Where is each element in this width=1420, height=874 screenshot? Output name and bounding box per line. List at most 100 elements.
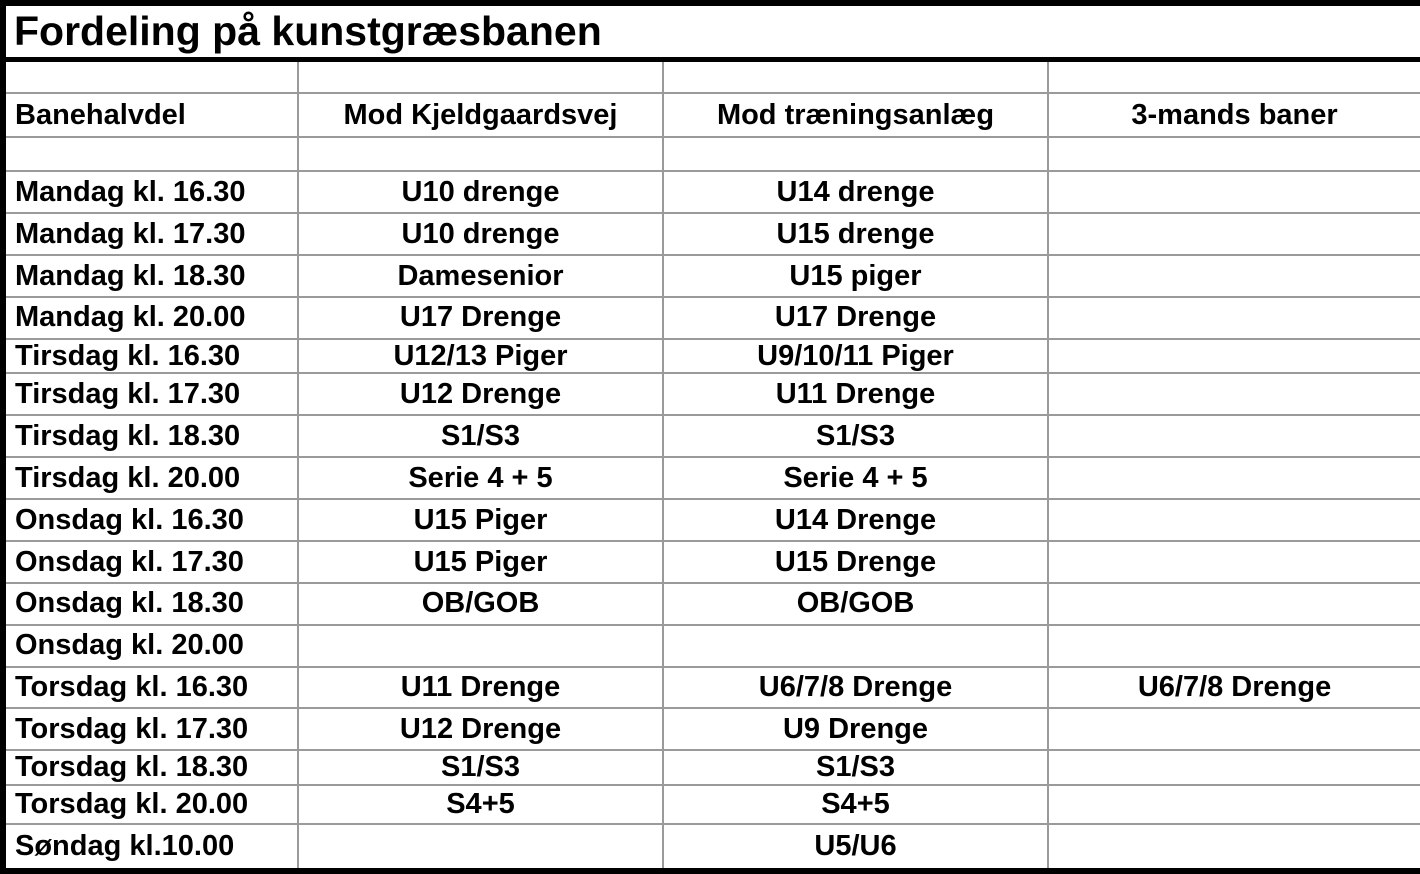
table-row: Onsdag kl. 18.30 OB/GOB OB/GOB	[2, 581, 1420, 626]
assignment-cell	[1046, 749, 1420, 787]
spacer-row	[2, 136, 1420, 172]
assignment-cell: OB/GOB	[297, 581, 664, 626]
assignment-cell	[1046, 822, 1420, 873]
assignment-cell	[1046, 707, 1420, 752]
day-time-cell: Torsdag kl. 20.00	[2, 784, 299, 825]
column-header-kjeldgaardsvej: Mod Kjeldgaardsvej	[297, 92, 664, 138]
assignment-cell	[297, 623, 664, 668]
assignment-cell	[1046, 456, 1420, 500]
day-time-cell: Onsdag kl. 16.30	[2, 497, 299, 542]
assignment-cell: U11 Drenge	[662, 372, 1049, 417]
assignment-cell	[1046, 372, 1420, 417]
assignment-cell: U9/10/11 Piger	[662, 337, 1049, 375]
assignment-cell: U10 drenge	[297, 170, 664, 214]
assignment-cell	[1046, 337, 1420, 375]
assignment-cell: Serie 4 + 5	[662, 456, 1049, 500]
spacer-cell	[297, 58, 664, 94]
assignment-cell: U17 Drenge	[297, 295, 664, 340]
assignment-cell	[1046, 414, 1420, 459]
assignment-cell	[297, 822, 664, 873]
table-row: Mandag kl. 18.30 Damesenior U15 piger	[2, 253, 1420, 298]
assignment-cell: S4+5	[297, 784, 664, 825]
table-row: Mandag kl. 16.30 U10 drenge U14 drenge	[2, 170, 1420, 214]
page-title: Fordeling på kunstgræsbanen	[3, 3, 1420, 62]
table-row: Tirsdag kl. 17.30 U12 Drenge U11 Drenge	[2, 372, 1420, 417]
assignment-cell	[1046, 170, 1420, 214]
assignment-cell	[1046, 581, 1420, 626]
assignment-cell: U12/13 Piger	[297, 337, 664, 375]
assignment-cell: U10 drenge	[297, 211, 664, 256]
assignment-cell: Damesenior	[297, 253, 664, 298]
column-header-3mands-baner: 3-mands baner	[1046, 92, 1420, 138]
table-row: Onsdag kl. 17.30 U15 Piger U15 Drenge	[2, 539, 1420, 584]
table-row: Søndag kl.10.00 U5/U6	[2, 822, 1420, 873]
assignment-cell	[1046, 295, 1420, 340]
day-time-cell: Tirsdag kl. 17.30	[2, 372, 299, 417]
assignment-cell: S1/S3	[297, 414, 664, 459]
title-row: Fordeling på kunstgræsbanen	[3, 3, 1420, 62]
table-row: Mandag kl. 20.00 U17 Drenge U17 Drenge	[2, 295, 1420, 340]
assignment-cell: S1/S3	[662, 749, 1049, 787]
table-row: Torsdag kl. 16.30 U11 Drenge U6/7/8 Drenge…	[2, 665, 1420, 710]
assignment-cell: U14 drenge	[662, 170, 1049, 214]
day-time-cell: Torsdag kl. 18.30	[2, 749, 299, 787]
column-header-banehalvdel: Banehalvdel	[2, 92, 299, 138]
assignment-cell: U6/7/8 Drenge	[662, 665, 1049, 710]
header-row: Banehalvdel Mod Kjeldgaardsvej Mod træni…	[2, 92, 1420, 138]
assignment-cell: S4+5	[662, 784, 1049, 825]
table-row: Torsdag kl. 18.30 S1/S3 S1/S3	[2, 749, 1420, 787]
table-row: Tirsdag kl. 18.30 S1/S3 S1/S3	[2, 414, 1420, 459]
day-time-cell: Mandag kl. 17.30	[2, 211, 299, 256]
day-time-cell: Tirsdag kl. 16.30	[2, 337, 299, 375]
assignment-cell: S1/S3	[662, 414, 1049, 459]
day-time-cell: Torsdag kl. 17.30	[2, 707, 299, 752]
assignment-cell	[1046, 253, 1420, 298]
assignment-cell: U9 Drenge	[662, 707, 1049, 752]
assignment-cell: OB/GOB	[662, 581, 1049, 626]
spacer-cell	[297, 136, 664, 172]
assignment-cell: U15 Piger	[297, 539, 664, 584]
assignment-cell	[1046, 211, 1420, 256]
column-header-traeningsanlaeg: Mod træningsanlæg	[662, 92, 1049, 138]
assignment-cell: U15 Drenge	[662, 539, 1049, 584]
day-time-cell: Mandag kl. 16.30	[2, 170, 299, 214]
assignment-cell: U12 Drenge	[297, 372, 664, 417]
spacer-cell	[662, 58, 1049, 94]
day-time-cell: Torsdag kl. 16.30	[2, 665, 299, 710]
assignment-cell: U14 Drenge	[662, 497, 1049, 542]
table-row: Tirsdag kl. 16.30 U12/13 Piger U9/10/11 Pi…	[2, 337, 1420, 375]
assignment-cell: U15 piger	[662, 253, 1049, 298]
assignment-cell: U6/7/8 Drenge	[1046, 665, 1420, 710]
spacer-row	[2, 58, 1420, 94]
assignment-cell	[1046, 497, 1420, 542]
assignment-cell	[662, 623, 1049, 668]
day-time-cell: Mandag kl. 20.00	[2, 295, 299, 340]
spacer-cell	[1046, 58, 1420, 94]
day-time-cell: Onsdag kl. 20.00	[2, 623, 299, 668]
table-row: Mandag kl. 17.30 U10 drenge U15 drenge	[2, 211, 1420, 256]
day-time-cell: Tirsdag kl. 18.30	[2, 414, 299, 459]
assignment-cell	[1046, 623, 1420, 668]
table-row: Torsdag kl. 20.00 S4+5 S4+5	[2, 784, 1420, 825]
assignment-cell: U5/U6	[662, 822, 1049, 873]
table-row: Onsdag kl. 16.30 U15 Piger U14 Drenge	[2, 497, 1420, 542]
spacer-cell	[1046, 136, 1420, 172]
assignment-cell: S1/S3	[297, 749, 664, 787]
assignment-cell: U17 Drenge	[662, 295, 1049, 340]
spacer-cell	[2, 58, 299, 94]
day-time-cell: Mandag kl. 18.30	[2, 253, 299, 298]
assignment-cell	[1046, 539, 1420, 584]
assignment-cell: U15 Piger	[297, 497, 664, 542]
spacer-cell	[2, 136, 299, 172]
day-time-cell: Onsdag kl. 17.30	[2, 539, 299, 584]
day-time-cell: Onsdag kl. 18.30	[2, 581, 299, 626]
assignment-cell: U15 drenge	[662, 211, 1049, 256]
day-time-cell: Tirsdag kl. 20.00	[2, 456, 299, 500]
day-time-cell: Søndag kl.10.00	[2, 822, 299, 873]
assignment-cell: U11 Drenge	[297, 665, 664, 710]
table-row: Tirsdag kl. 20.00 Serie 4 + 5 Serie 4 + 5	[2, 456, 1420, 500]
spacer-cell	[662, 136, 1049, 172]
assignment-cell: U12 Drenge	[297, 707, 664, 752]
assignment-cell	[1046, 784, 1420, 825]
